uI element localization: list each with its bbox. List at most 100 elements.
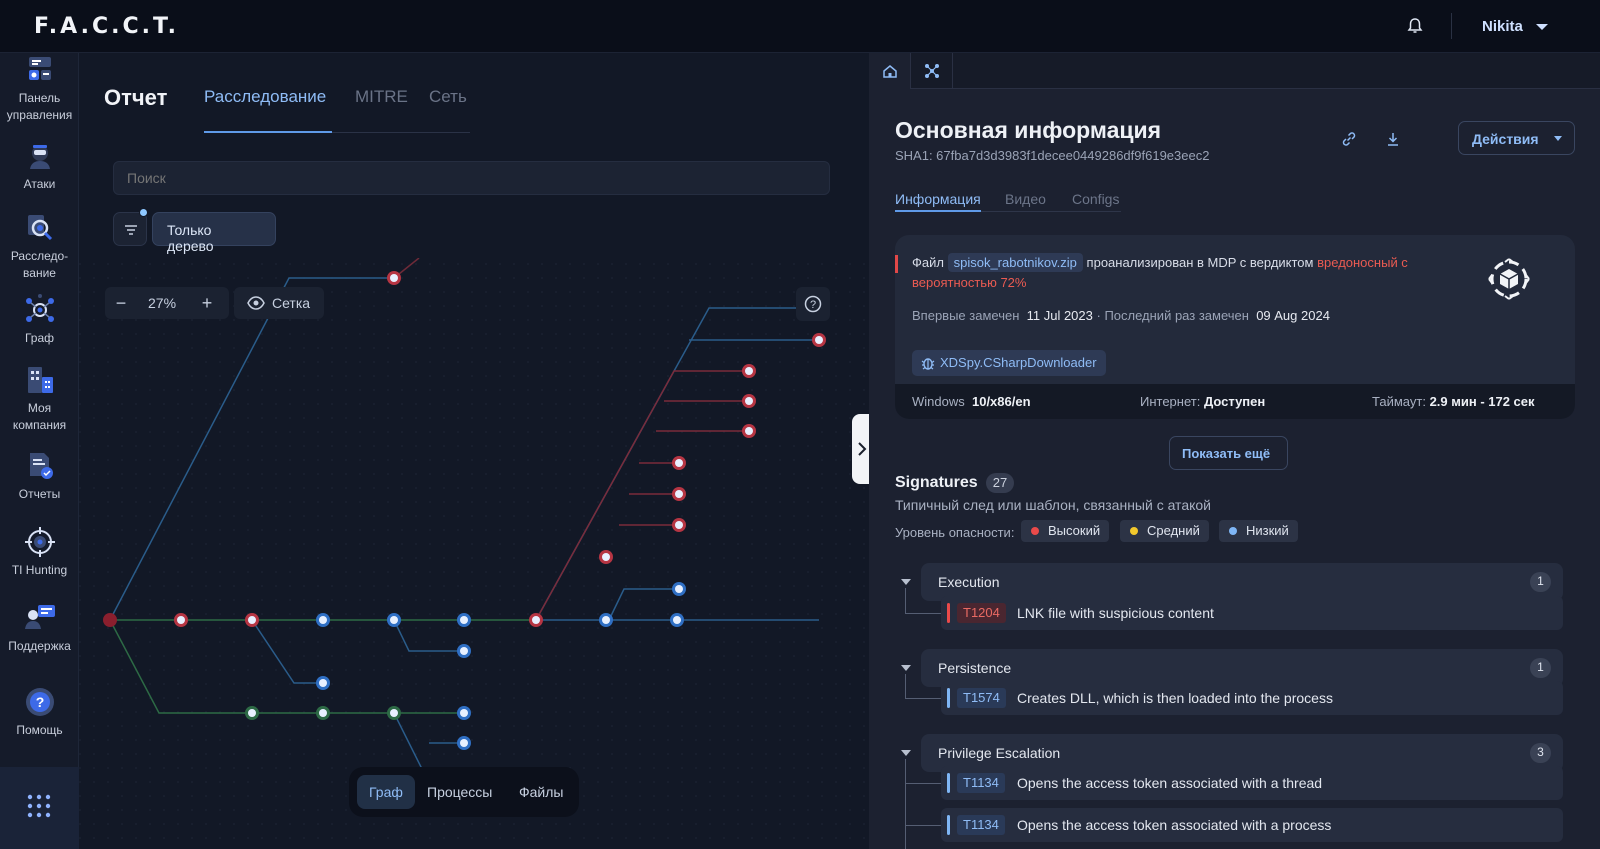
severity-label: Средний [1147, 523, 1200, 538]
severity-filter-low[interactable]: Низкий [1219, 520, 1298, 542]
timeout-label: Таймаут: [1372, 394, 1426, 409]
graph-help-button[interactable]: ? [796, 287, 830, 321]
tab-graph[interactable]: Граф [357, 775, 415, 809]
reports-icon [29, 453, 53, 479]
severity-filter-high[interactable]: Высокий [1021, 520, 1110, 542]
sidebar-item-label: Поддержка [8, 639, 71, 653]
grid-toggle[interactable]: Сетка [234, 287, 324, 319]
section-title: Основная информация [895, 117, 1162, 143]
show-more-button[interactable]: Показать ещё [1169, 436, 1288, 470]
zoom-control: − 27% + [105, 287, 229, 319]
bug-icon [921, 358, 935, 370]
details-pane: Основная информация SHA1: 67fba7d3d3983f… [869, 53, 1600, 849]
sidebar-item-attacks[interactable]: Атаки [0, 139, 79, 193]
severity-filter-medium[interactable]: Средний [1120, 520, 1209, 542]
blue-dot-icon [1229, 527, 1237, 535]
apps-launcher[interactable] [0, 767, 79, 849]
sidebar-item-reports[interactable]: Отчеты [0, 449, 79, 503]
chevron-down-icon[interactable] [1536, 24, 1548, 30]
verdict-middle: проанализирован в MDP с вердиктом [1086, 255, 1314, 270]
filter-button[interactable] [113, 212, 147, 246]
signatures-count: 27 [986, 473, 1014, 493]
category-label: Privilege Escalation [938, 745, 1061, 761]
signatures-subtitle: Типичный след или шаблон, связанный с ат… [895, 497, 1211, 513]
tab-video[interactable]: Видео [1005, 191, 1046, 207]
category-execution[interactable]: Execution 1 [921, 563, 1563, 601]
sidebar-item-support[interactable]: Поддержка [0, 601, 79, 655]
grid-label: Сетка [272, 295, 311, 311]
verdict-card: Файл spisok_rabotnikov.zip проанализиров… [895, 235, 1575, 419]
search-input[interactable] [113, 161, 830, 195]
bell-icon[interactable] [1405, 16, 1425, 36]
user-menu[interactable]: Nikita [1482, 18, 1523, 35]
actions-dropdown[interactable]: Действия [1458, 121, 1575, 155]
svg-text:?: ? [810, 299, 816, 311]
malware-family-chip[interactable]: XDSpy.CSharpDownloader [912, 350, 1106, 376]
red-dot-icon [1031, 527, 1039, 535]
link-icon[interactable] [1340, 130, 1358, 148]
category-persistence[interactable]: Persistence 1 [921, 649, 1563, 687]
top-divider [1451, 13, 1452, 39]
sidebar-item-company[interactable]: Моя компания [0, 363, 79, 434]
hacker-icon [29, 145, 50, 169]
file-name-chip[interactable]: spisok_rabotnikov.zip [947, 253, 1083, 272]
sidebar-item-graph[interactable]: Граф [0, 293, 79, 347]
filter-active-badge [139, 208, 148, 217]
process-graph[interactable] [79, 258, 869, 849]
sidebar-item-label: Помощь [16, 723, 63, 737]
severity-label: Высокий [1048, 523, 1101, 538]
category-count: 1 [1530, 658, 1551, 678]
internet-value: Доступен [1203, 394, 1266, 409]
signature-name: LNK file with suspicious content [1017, 605, 1214, 621]
sidebar-item-help[interactable]: ? Помощь [0, 685, 79, 739]
tab-files[interactable]: Файлы [519, 784, 564, 800]
sidebar-item-ti-hunting[interactable]: TI Hunting [0, 525, 79, 579]
zoom-in-button[interactable]: + [201, 293, 213, 313]
cube-scan-icon [1488, 258, 1530, 300]
zoom-out-button[interactable]: − [115, 293, 127, 313]
yellow-dot-icon [1130, 527, 1138, 535]
sidebar-item-label: Граф [24, 331, 55, 345]
seen-dates: Впервые замечен 11 Jul 2023 · Последний … [912, 308, 1330, 323]
tab-home[interactable] [869, 53, 911, 89]
tab-configs[interactable]: Configs [1072, 191, 1120, 207]
technique-id: T1134 [957, 815, 1005, 835]
tab-processes[interactable]: Процессы [427, 784, 493, 800]
verdict-value: вредоносный с вероятностью 72% [912, 255, 1408, 290]
active-subtab-indicator [895, 210, 981, 212]
tab-mitre[interactable]: MITRE [355, 87, 408, 106]
severity-bar [947, 773, 950, 793]
signature-row[interactable]: T1134 Opens the access token associated … [941, 766, 1563, 800]
signature-row[interactable]: T1204 LNK file with suspicious content [941, 596, 1563, 630]
tab-investigation[interactable]: Расследование [204, 87, 327, 106]
category-privilege-escalation[interactable]: Privilege Escalation 3 [921, 734, 1563, 772]
tab-info[interactable]: Информация [895, 191, 981, 207]
tree-connector [905, 698, 941, 699]
severity-bar [947, 603, 950, 623]
chevron-down-icon[interactable] [901, 665, 911, 671]
brand-logo[interactable]: F.A.C.C.T. [34, 14, 179, 39]
sidebar-item-label: Отчеты [18, 487, 61, 501]
tree-only-toggle[interactable]: Только дерево [152, 212, 276, 254]
chevron-down-icon[interactable] [901, 750, 911, 756]
tree-connector [905, 759, 906, 849]
tab-network[interactable]: Сеть [429, 87, 467, 106]
collapse-panel-button[interactable] [852, 414, 872, 484]
tree-connector [905, 825, 941, 826]
magnifier-icon [27, 215, 52, 241]
sidebar-item-investigation[interactable]: Расследо-вание [0, 211, 79, 282]
tab-tree[interactable] [911, 53, 953, 89]
top-bar: F.A.C.C.T. Nikita [0, 0, 1600, 53]
download-icon[interactable] [1384, 130, 1402, 148]
category-label: Persistence [938, 660, 1012, 676]
chevron-down-icon[interactable] [901, 579, 911, 585]
sidebar-item-dashboard[interactable]: Панель управления [0, 53, 79, 124]
tabs-divider [204, 132, 470, 133]
signature-row[interactable]: T1134 Opens the access token associated … [941, 808, 1563, 842]
first-seen-date: 11 Jul 2023 [1026, 308, 1093, 323]
internet-label: Интернет: [1140, 394, 1201, 409]
category-count: 3 [1530, 743, 1551, 763]
help-icon: ? [25, 688, 54, 716]
sidebar-item-label: Панель управления [6, 91, 73, 122]
signature-row[interactable]: T1574 Creates DLL, which is then loaded … [941, 681, 1563, 715]
